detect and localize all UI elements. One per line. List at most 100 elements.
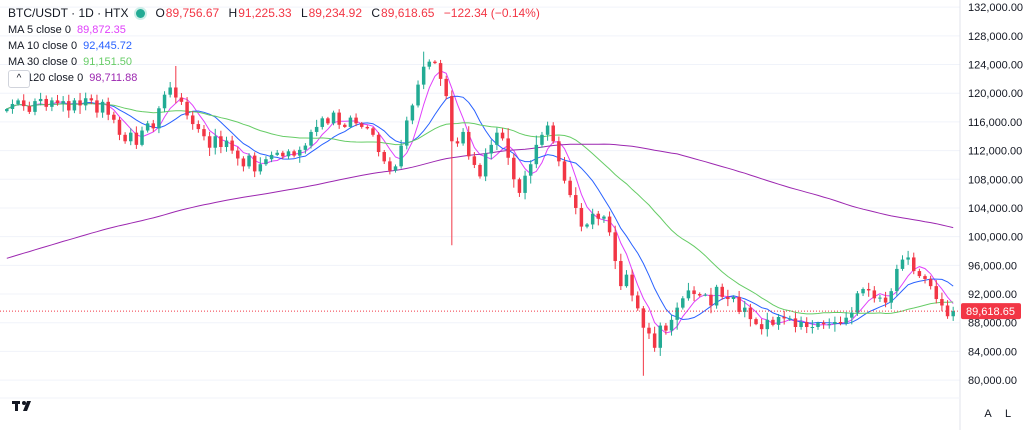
candle-body <box>292 151 296 156</box>
candle-body <box>928 278 933 287</box>
candle-body <box>78 100 82 106</box>
symbol-title[interactable]: BTC/USDT · 1D · HTX <box>8 6 129 20</box>
candle <box>421 51 426 90</box>
candle-body <box>512 157 516 180</box>
indicator-ma5[interactable]: MA 5 close 0 89,872.35 <box>8 22 546 38</box>
candle-body <box>658 325 663 348</box>
candle-body <box>681 298 685 308</box>
candle <box>297 146 302 163</box>
candle-body <box>337 112 341 125</box>
candle-body <box>917 271 922 277</box>
candle-body <box>489 144 494 154</box>
candle <box>630 269 634 302</box>
candle-body <box>630 274 634 296</box>
candle <box>664 323 668 335</box>
candle <box>230 135 234 154</box>
candle <box>5 108 9 113</box>
candle <box>540 131 544 148</box>
ma30-line <box>6 103 954 315</box>
candle <box>78 92 82 114</box>
candle <box>912 252 916 275</box>
candle <box>326 116 330 126</box>
y-tick-label: 84,000.00 <box>968 346 1017 358</box>
y-tick-label: 108,000.00 <box>968 174 1023 186</box>
open-value: 89,756.67 <box>165 6 220 20</box>
candle <box>50 97 54 112</box>
candle-body <box>697 294 702 296</box>
candle-body <box>500 132 505 139</box>
candle-body <box>788 318 792 320</box>
candle-body <box>692 290 696 295</box>
candle <box>923 274 927 284</box>
candle-body <box>162 94 167 109</box>
log-scale-button[interactable]: L <box>1004 408 1012 420</box>
candle <box>788 315 792 321</box>
candle <box>568 176 572 198</box>
candle-body <box>61 101 65 104</box>
candle <box>44 95 48 111</box>
candle <box>95 94 99 118</box>
candle <box>55 94 60 106</box>
candle-body <box>641 308 646 328</box>
candle-body <box>224 140 229 148</box>
candle <box>850 307 854 325</box>
candle <box>264 156 268 166</box>
candle <box>292 149 296 158</box>
candle-body <box>912 257 916 272</box>
indicator-ma10[interactable]: MA 10 close 0 92,445.72 <box>8 38 546 54</box>
candle-body <box>21 100 26 107</box>
candle-body <box>140 130 144 145</box>
candle-body <box>382 152 386 162</box>
candle <box>675 302 679 330</box>
candle-body <box>821 322 826 325</box>
candle-body <box>134 132 139 145</box>
candle <box>855 291 860 316</box>
candle <box>213 128 217 155</box>
candle <box>889 288 893 310</box>
candle <box>816 321 820 330</box>
candle <box>585 223 589 229</box>
candle-body <box>850 312 854 318</box>
candle <box>337 109 341 129</box>
candle-body <box>878 297 882 299</box>
candle <box>743 300 747 318</box>
candle-body <box>450 96 454 142</box>
candle-body <box>889 291 893 303</box>
indicator-ma120[interactable]: MA 120 close 0 98,711.88 <box>8 70 546 86</box>
candle <box>951 306 955 321</box>
indicator-label: MA 30 close 0 <box>8 56 78 68</box>
candle-body <box>455 141 460 144</box>
candle <box>286 149 291 160</box>
y-tick-label: 80,000.00 <box>968 375 1017 387</box>
candle-body <box>945 305 950 317</box>
symbol-row: BTC/USDT · 1D · HTX O89,756.67 H91,225.3… <box>8 4 546 22</box>
candle <box>157 106 161 134</box>
tradingview-logo-icon[interactable] <box>12 398 36 414</box>
candle-body <box>506 138 510 158</box>
candle <box>89 94 94 105</box>
candle <box>303 143 308 154</box>
candle <box>590 208 595 230</box>
candle <box>433 60 437 65</box>
candle <box>652 326 657 352</box>
candle-body <box>602 216 606 219</box>
candle <box>928 275 933 290</box>
indicator-ma30[interactable]: MA 30 close 0 91,151.50 <box>8 54 546 70</box>
candle-body <box>236 150 240 159</box>
candle <box>405 116 409 150</box>
candle-body <box>951 311 955 317</box>
price-axis[interactable]: 132,000.00 128,000.00 124,000.00 120,000.00… <box>961 2 1023 387</box>
candle-body <box>16 100 20 104</box>
candle-body <box>309 131 313 146</box>
candle-body <box>157 108 161 129</box>
candle <box>455 137 460 147</box>
candle-body <box>230 140 234 151</box>
candle <box>861 287 865 297</box>
candle <box>731 295 736 303</box>
candle-body <box>647 327 651 334</box>
auto-scale-button[interactable]: A <box>984 408 992 420</box>
collapse-legend-button[interactable]: ^ <box>8 70 30 88</box>
candle-body <box>900 259 905 269</box>
candle-body <box>185 101 189 116</box>
